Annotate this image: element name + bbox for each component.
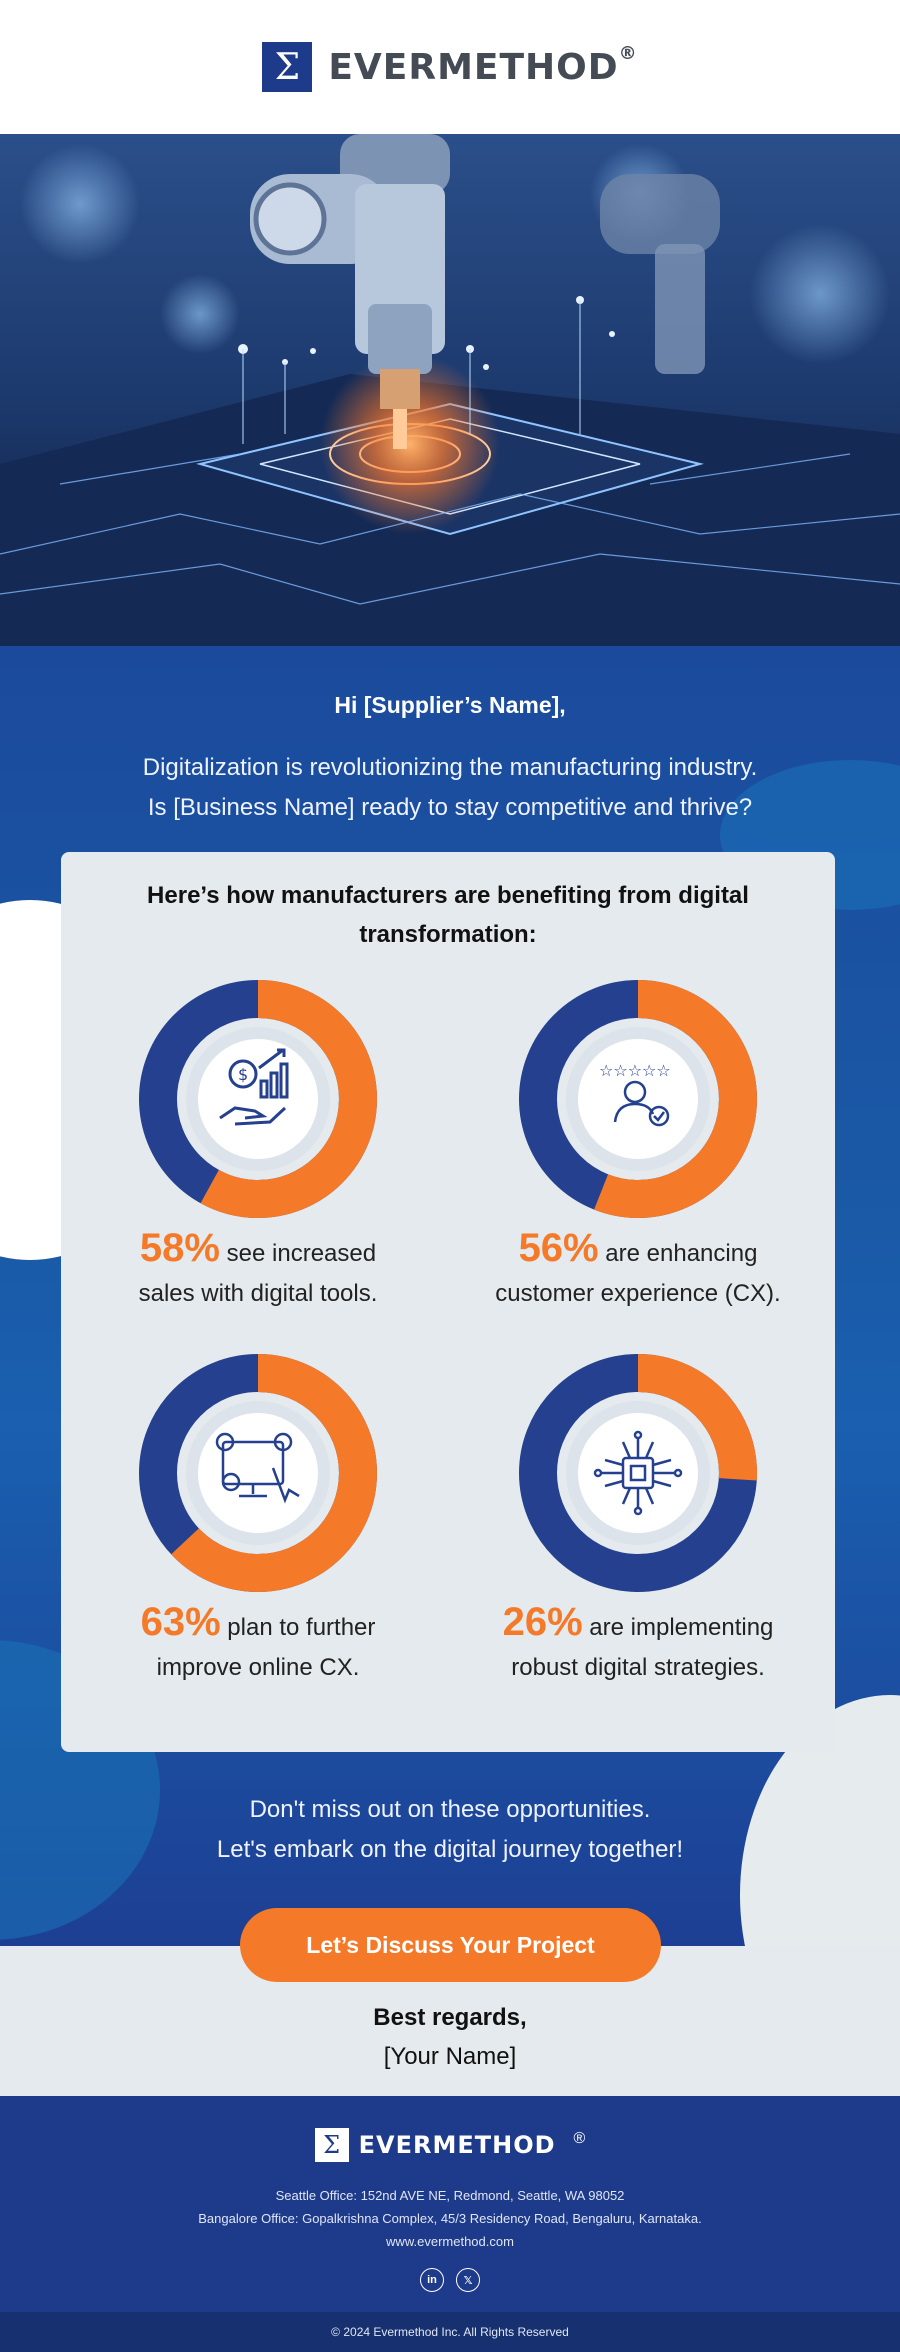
stat-block: 63% plan to further improve online CX. xyxy=(88,1350,428,1688)
social-links: in 𝕏 xyxy=(0,2268,900,2292)
stat-percent: 26% xyxy=(502,1600,583,1644)
intro-text: Digitalization is revolutionizing the ma… xyxy=(142,754,758,821)
sigma-logo-icon: Σ xyxy=(262,42,313,92)
x-twitter-icon[interactable]: 𝕏 xyxy=(456,2268,480,2292)
brand-name: EVERMETHOD xyxy=(328,46,619,88)
stat-percent: 63% xyxy=(140,1600,221,1644)
stat-block: $ 58% see increased sales with digital t… xyxy=(88,976,428,1314)
registered-mark: ® xyxy=(618,42,638,64)
stat-block: ☆☆☆☆☆ 56% are enhancing customer experie… xyxy=(468,976,808,1314)
bangalore-address: Bangalore Office: Gopalkrishna Complex, … xyxy=(198,2211,702,2226)
footer-brand-name: EVERMETHOD xyxy=(358,2131,556,2159)
footer xyxy=(0,2096,900,2312)
hero-robotic-arm-image xyxy=(0,134,900,646)
stats-card: Here’s how manufacturers are benefiting … xyxy=(61,852,835,1752)
registered-mark: ® xyxy=(573,2130,586,2147)
donut-filled-arc xyxy=(519,1354,757,1592)
donut-filled-arc xyxy=(139,980,377,1218)
donut-filled-arc xyxy=(519,980,757,1218)
copyright: © 2024 Evermethod Inc. All Rights Reserv… xyxy=(0,2312,900,2352)
donut-chart xyxy=(519,1354,757,1592)
donut-chart: $ xyxy=(139,980,377,1218)
donut-chart xyxy=(139,1354,377,1592)
donut-filled-arc xyxy=(139,1354,377,1592)
closing-text: Don't miss out on these opportunities. L… xyxy=(216,1796,684,1863)
website-link[interactable]: www.evermethod.com xyxy=(386,2234,514,2249)
header: Σ EVERMETHOD® xyxy=(0,0,900,134)
online-review-icon xyxy=(215,1432,300,1504)
stat-block: 26% are implementing robust digital stra… xyxy=(468,1350,808,1688)
greeting: Hi [Supplier’s Name], xyxy=(334,692,566,718)
customer-rating-icon: ☆☆☆☆☆ xyxy=(599,1061,671,1127)
brand-logo: Σ EVERMETHOD® xyxy=(262,42,637,92)
linkedin-icon[interactable]: in xyxy=(420,2268,444,2292)
card-title: Here’s how manufacturers are benefiting … xyxy=(147,882,749,948)
money-growth-hand-icon: $ xyxy=(219,1048,289,1126)
sender-name: [Your Name] xyxy=(383,2043,517,2070)
donut-chart: ☆☆☆☆☆ xyxy=(519,980,757,1218)
svg-text:☆☆☆☆☆: ☆☆☆☆☆ xyxy=(599,1061,671,1080)
footer-logo: Σ EVERMETHOD ® xyxy=(0,2128,900,2162)
svg-text:$: $ xyxy=(238,1065,248,1084)
discuss-project-button[interactable]: Let’s Discuss Your Project xyxy=(240,1908,661,1982)
seattle-address: Seattle Office: 152nd AVE NE, Redmond, S… xyxy=(275,2188,625,2203)
stat-percent: 56% xyxy=(518,1226,599,1270)
best-regards: Best regards, xyxy=(373,2004,527,2031)
digital-chip-icon xyxy=(593,1430,683,1516)
sigma-logo-icon: Σ xyxy=(314,2128,349,2162)
stat-percent: 58% xyxy=(139,1226,220,1270)
